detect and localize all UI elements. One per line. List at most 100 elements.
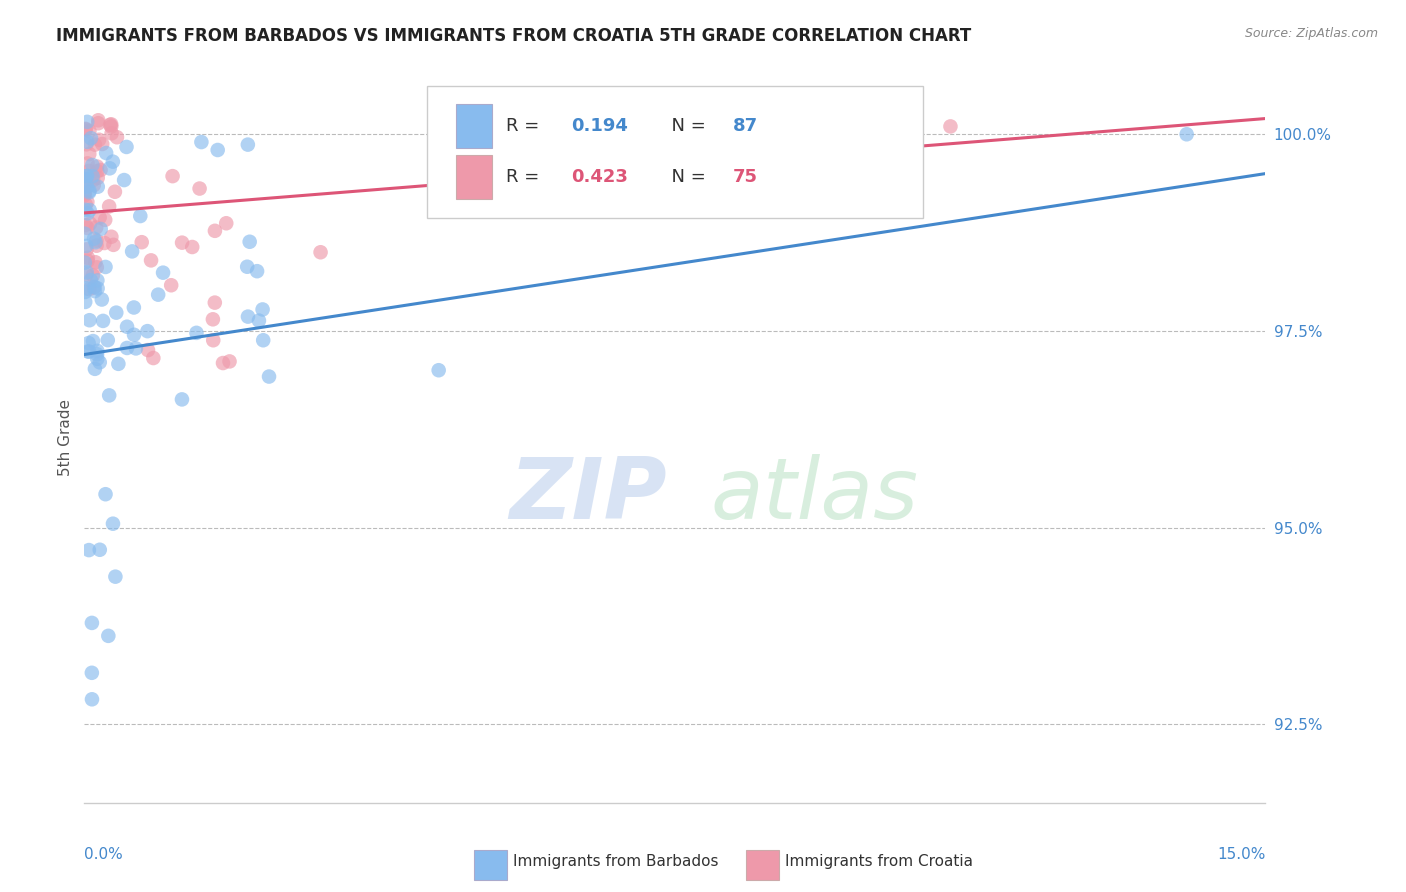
Point bbox=[87, 133, 110, 147]
Point bbox=[204, 295, 226, 310]
Point bbox=[76, 135, 98, 149]
Point bbox=[212, 356, 235, 370]
Point bbox=[76, 221, 98, 235]
Point bbox=[80, 273, 103, 287]
Point bbox=[202, 333, 225, 347]
Point bbox=[86, 343, 108, 358]
Point bbox=[239, 235, 262, 249]
Point bbox=[76, 194, 98, 209]
Point bbox=[73, 172, 96, 186]
Point bbox=[83, 280, 105, 294]
Point bbox=[129, 209, 152, 223]
Point bbox=[98, 199, 121, 213]
Point bbox=[939, 120, 962, 134]
Point bbox=[80, 131, 103, 145]
Point bbox=[77, 282, 100, 296]
Point bbox=[75, 268, 97, 282]
Point bbox=[190, 135, 212, 149]
Point bbox=[82, 268, 104, 283]
Point bbox=[79, 217, 101, 231]
Point bbox=[75, 202, 97, 217]
Point bbox=[204, 224, 226, 238]
Point bbox=[75, 175, 97, 189]
Point bbox=[86, 238, 108, 252]
Point bbox=[87, 179, 110, 194]
Point bbox=[152, 266, 174, 280]
Point bbox=[77, 164, 100, 178]
Point bbox=[162, 169, 184, 183]
Text: R =: R = bbox=[506, 117, 546, 136]
Point bbox=[136, 324, 159, 338]
Point bbox=[77, 336, 100, 351]
Point bbox=[252, 302, 274, 317]
Point bbox=[84, 137, 107, 152]
Point bbox=[257, 369, 280, 384]
Point bbox=[246, 264, 269, 278]
Point bbox=[146, 287, 169, 301]
Point bbox=[207, 143, 229, 157]
Point bbox=[94, 212, 117, 227]
Point bbox=[170, 235, 193, 250]
Point bbox=[79, 147, 101, 161]
Point bbox=[79, 313, 101, 327]
Point bbox=[107, 357, 129, 371]
Text: atlas: atlas bbox=[710, 454, 918, 537]
Point bbox=[96, 146, 118, 161]
Point bbox=[76, 243, 98, 257]
Point bbox=[215, 216, 238, 230]
Point bbox=[79, 124, 101, 138]
Point bbox=[91, 136, 114, 151]
Point bbox=[75, 171, 97, 186]
Point bbox=[84, 255, 107, 269]
Point bbox=[89, 542, 111, 557]
Point bbox=[98, 388, 121, 402]
Point bbox=[76, 115, 98, 129]
Text: 75: 75 bbox=[733, 169, 758, 186]
Point bbox=[87, 113, 110, 128]
Point bbox=[73, 227, 96, 241]
Point bbox=[94, 260, 117, 274]
Point bbox=[83, 178, 105, 193]
Point bbox=[97, 333, 120, 347]
Point bbox=[136, 343, 159, 357]
FancyBboxPatch shape bbox=[474, 850, 508, 880]
Point bbox=[201, 312, 224, 326]
Text: 87: 87 bbox=[733, 117, 758, 136]
Text: ZIP: ZIP bbox=[509, 454, 668, 537]
Point bbox=[131, 235, 153, 250]
Text: IMMIGRANTS FROM BARBADOS VS IMMIGRANTS FROM CROATIA 5TH GRADE CORRELATION CHART: IMMIGRANTS FROM BARBADOS VS IMMIGRANTS F… bbox=[56, 27, 972, 45]
Text: Immigrants from Croatia: Immigrants from Croatia bbox=[785, 854, 973, 869]
Point bbox=[90, 163, 112, 178]
Point bbox=[86, 160, 108, 174]
Point bbox=[86, 260, 108, 275]
Point bbox=[100, 126, 122, 140]
Point bbox=[236, 260, 259, 274]
Point bbox=[170, 392, 193, 407]
Text: Immigrants from Barbados: Immigrants from Barbados bbox=[513, 854, 718, 869]
Point bbox=[218, 354, 240, 368]
Text: 0.0%: 0.0% bbox=[84, 847, 124, 862]
Point bbox=[76, 254, 98, 268]
Point bbox=[101, 516, 124, 531]
Point bbox=[115, 140, 138, 154]
Point bbox=[83, 232, 105, 246]
Point bbox=[75, 197, 97, 211]
Point bbox=[101, 154, 124, 169]
Text: 15.0%: 15.0% bbox=[1218, 847, 1265, 862]
Text: R =: R = bbox=[506, 169, 546, 186]
Point bbox=[122, 327, 145, 342]
Point bbox=[76, 281, 98, 295]
Point bbox=[89, 211, 111, 225]
Point bbox=[86, 351, 108, 366]
Point bbox=[82, 158, 104, 172]
Point bbox=[82, 169, 104, 184]
Point bbox=[75, 137, 97, 152]
Point bbox=[105, 305, 128, 319]
Point bbox=[104, 185, 127, 199]
Point bbox=[115, 319, 138, 334]
Point bbox=[76, 344, 98, 359]
Point bbox=[94, 487, 117, 501]
Point bbox=[90, 222, 112, 236]
Point bbox=[80, 615, 103, 630]
Point bbox=[104, 569, 127, 583]
